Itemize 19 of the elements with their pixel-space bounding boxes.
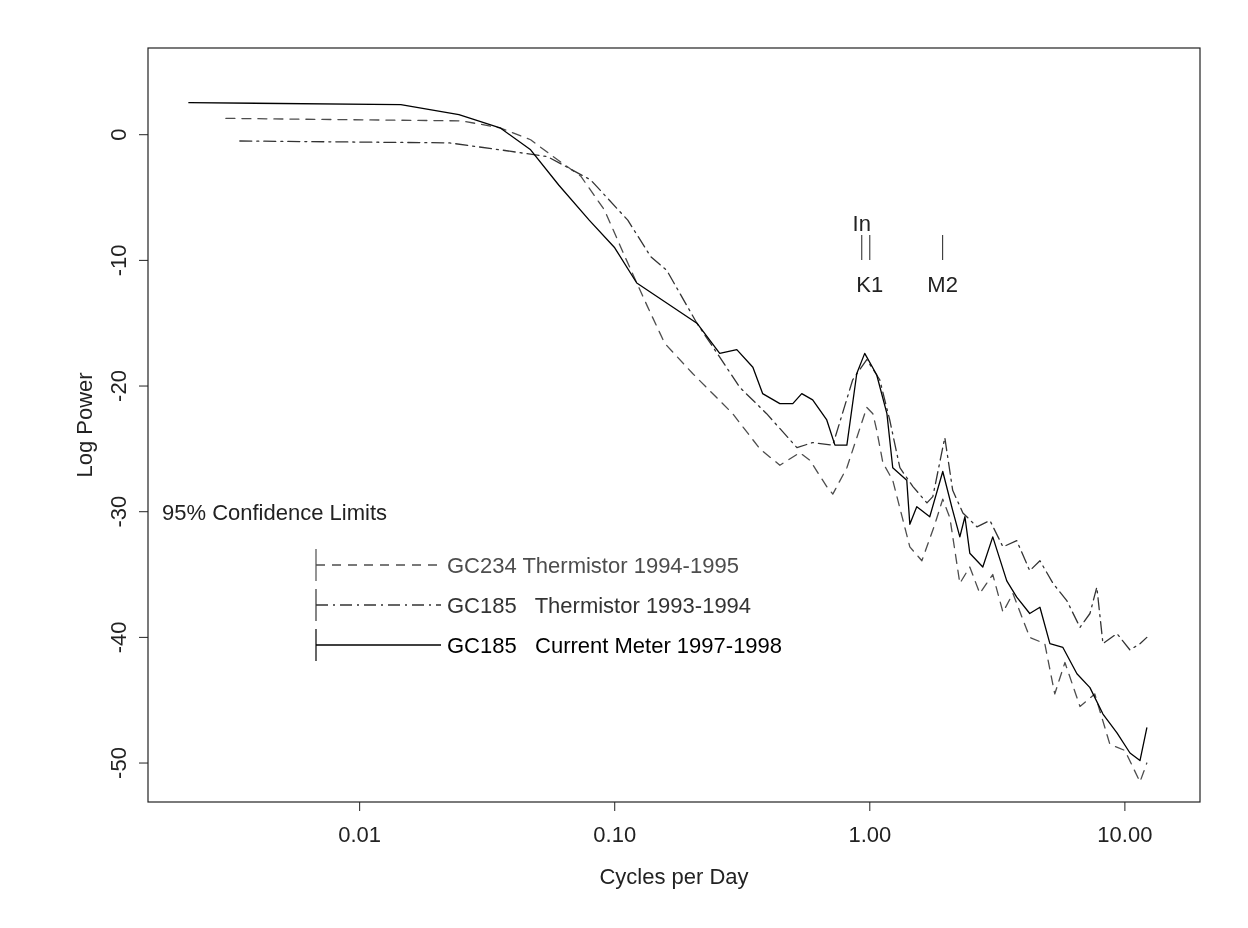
y-tick-label: -40	[106, 621, 131, 654]
ref-line-label: M2	[927, 272, 958, 297]
x-tick-label: 1.00	[848, 822, 892, 847]
y-tick-label: -30	[106, 495, 131, 528]
text: GC185 Current Meter 1997-1998	[447, 633, 783, 658]
y-tick-label: 0	[106, 128, 131, 141]
x-tick-label: 10.00	[1097, 822, 1153, 847]
y-axis-title: Log Power	[72, 372, 97, 478]
text: GC234 Thermistor 1994-1995	[447, 553, 739, 578]
legend-title: 95% Confidence Limits	[162, 500, 388, 525]
ref-line-label: K1	[856, 272, 884, 297]
y-tick-label: -20	[106, 370, 131, 402]
y-tick-label: -50	[106, 747, 131, 779]
ref-line-label: In	[852, 211, 871, 236]
text: GC185 Thermistor 1993-1994	[447, 593, 752, 618]
x-axis-title: Cycles per Day	[599, 864, 749, 889]
x-tick-label: 0.01	[338, 822, 382, 847]
y-tick-label: -10	[106, 244, 131, 277]
x-tick-label: 0.10	[593, 822, 637, 847]
